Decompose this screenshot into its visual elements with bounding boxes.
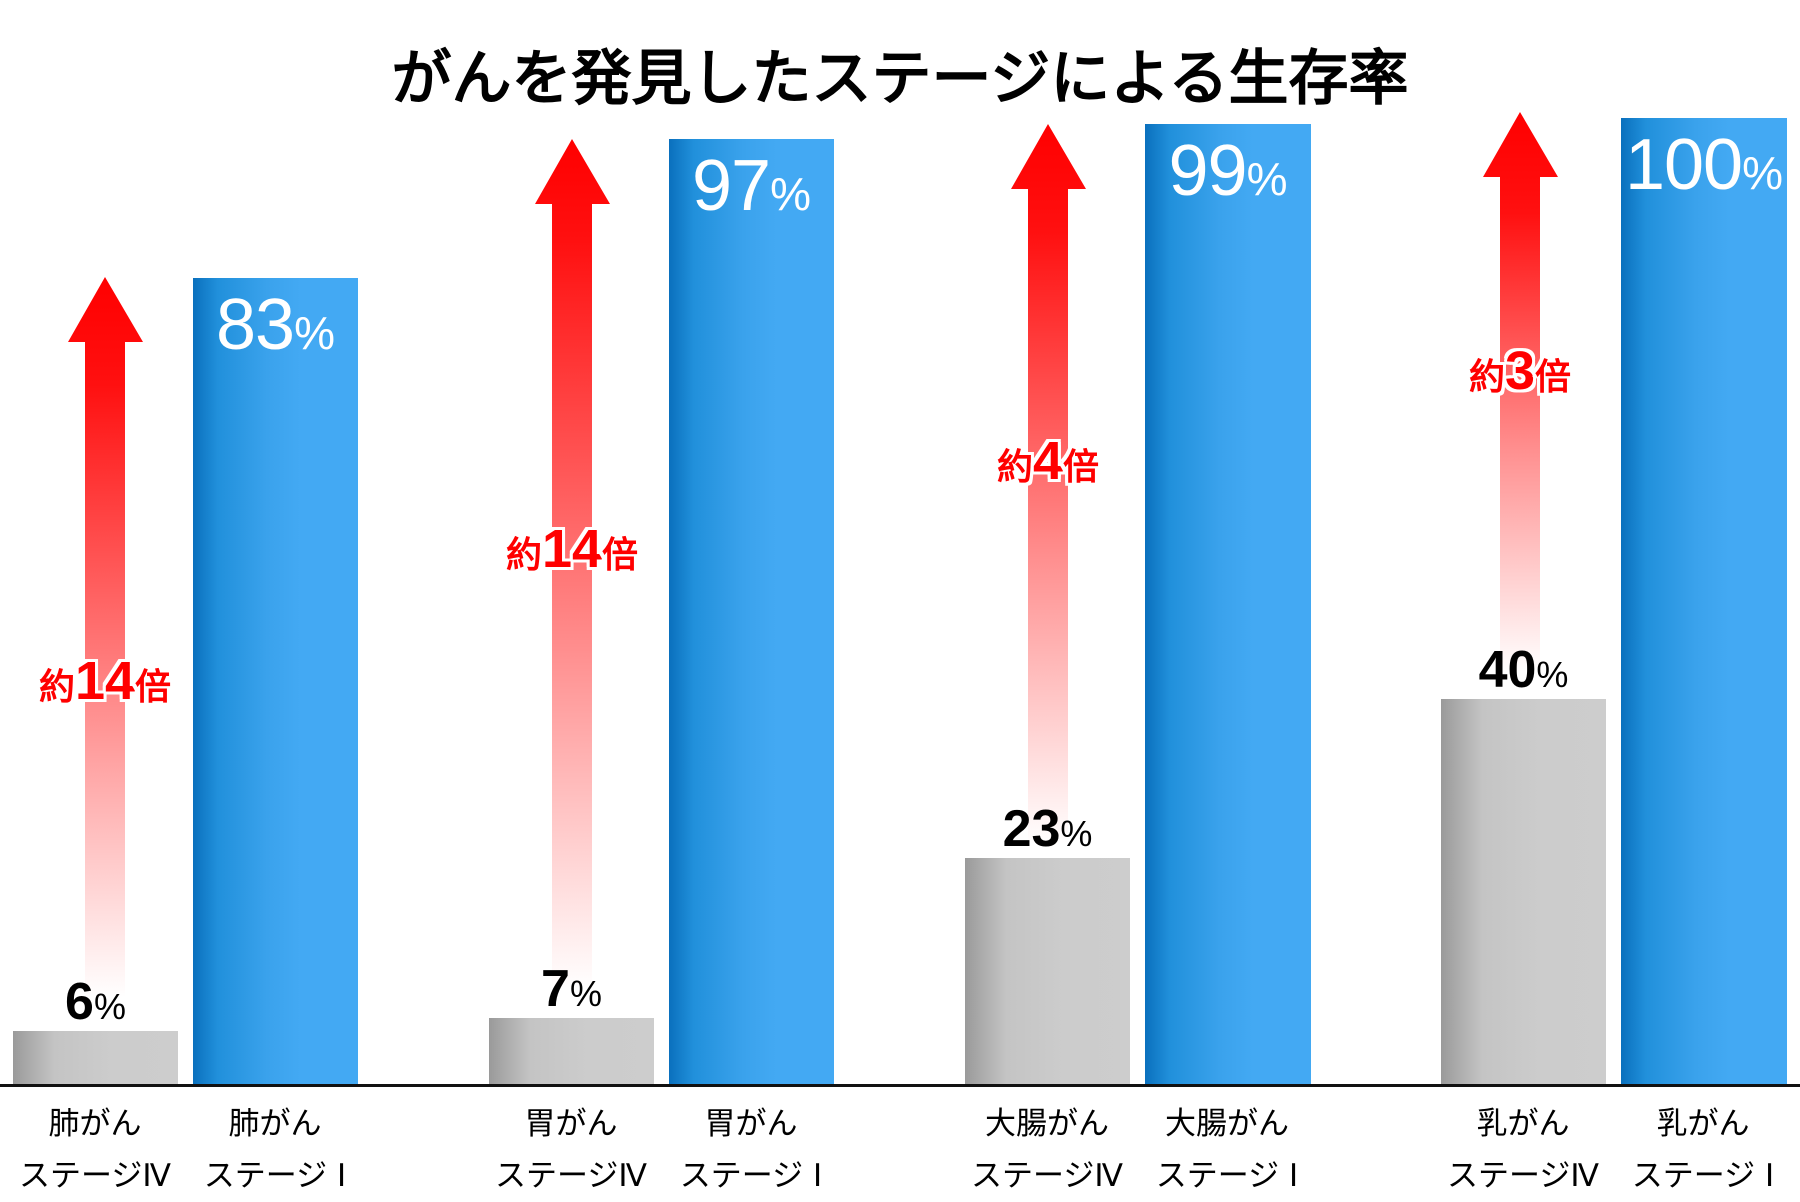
- increase-arrow-icon: [1483, 112, 1558, 672]
- x-axis-line: [0, 1084, 1800, 1087]
- stage4-bar: [489, 1018, 654, 1085]
- stage4-value-label: 7%: [541, 960, 602, 1018]
- stage4-bar: [1441, 699, 1606, 1085]
- stage4-value-label: 40%: [1478, 641, 1569, 699]
- x-tick-label: 大腸がん ステージⅣ: [971, 1106, 1123, 1194]
- stage1-value-label: 99%: [1168, 131, 1288, 211]
- x-tick-label: 乳がん ステージⅣ: [1447, 1106, 1599, 1194]
- multiplier-label: 約14倍: [505, 519, 639, 579]
- x-tick-label: 肺がん ステージ I: [203, 1106, 347, 1194]
- multiplier-label: 約14倍: [38, 651, 172, 711]
- x-tick-label: 胃がん ステージ I: [679, 1106, 823, 1194]
- stage1-bar: 100%: [1621, 118, 1787, 1085]
- stage1-bar: 97%: [669, 139, 834, 1085]
- x-tick-label: 乳がん ステージ I: [1631, 1106, 1775, 1194]
- stage4-value-label: 6%: [65, 973, 126, 1031]
- x-tick-label: 大腸がん ステージ I: [1155, 1106, 1299, 1194]
- stage1-bar: 99%: [1145, 124, 1311, 1085]
- multiplier-label: 約3倍: [1468, 341, 1572, 401]
- multiplier-label: 約4倍: [996, 431, 1100, 491]
- increase-arrow-icon: [1011, 124, 1086, 844]
- stage1-value-label: 97%: [692, 146, 811, 226]
- x-tick-label: 胃がん ステージⅣ: [495, 1106, 647, 1194]
- stage1-bar: 83%: [193, 278, 358, 1085]
- stage4-value-label: 23%: [1002, 800, 1093, 858]
- increase-arrow-icon: [535, 139, 610, 989]
- chart-title: がんを発見したステージによる生存率: [391, 44, 1409, 114]
- stage4-bar: [965, 858, 1130, 1085]
- stage1-value-label: 83%: [216, 285, 335, 365]
- increase-arrow-icon: [68, 277, 143, 997]
- stage4-bar: [13, 1031, 178, 1085]
- stage1-value-label: 100%: [1624, 125, 1784, 205]
- x-tick-label: 肺がん ステージⅣ: [19, 1106, 171, 1194]
